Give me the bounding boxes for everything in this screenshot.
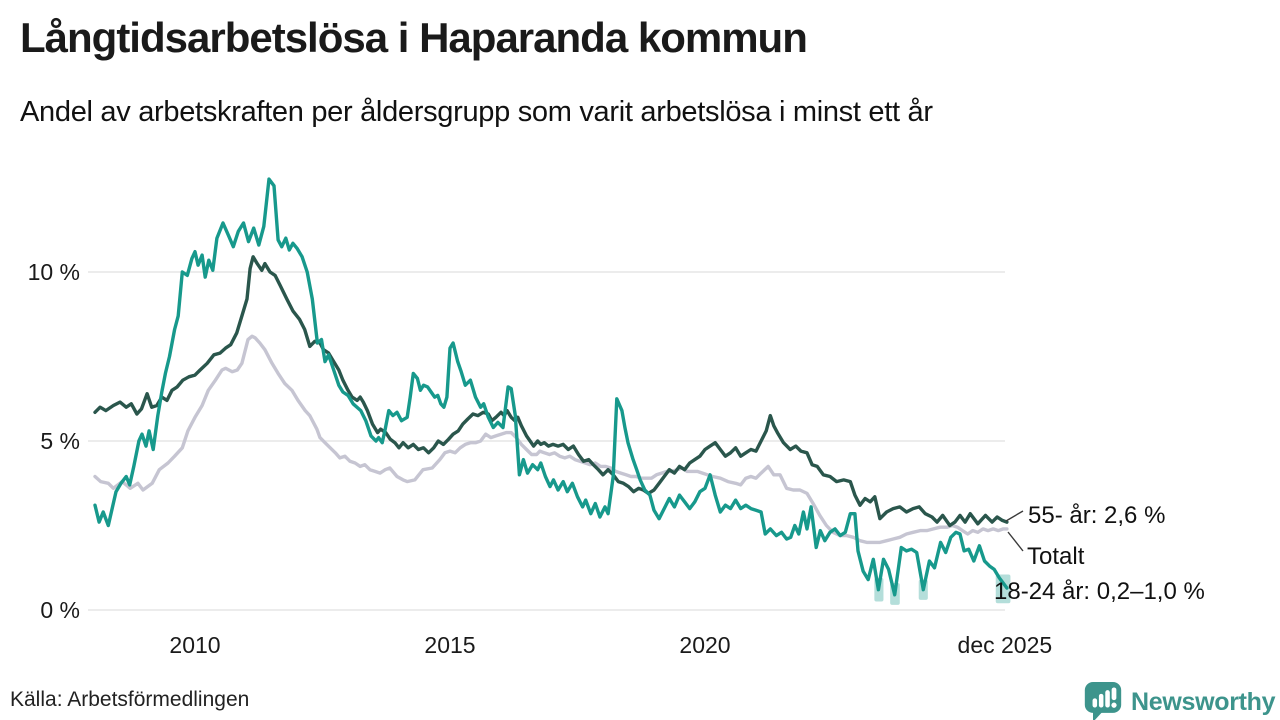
y-axis-tick-0: 0 % [40,597,80,623]
series-annotation-55-ar: 55- år: 2,6 % [1028,502,1166,529]
source-label: Källa: Arbetsförmedlingen [10,688,250,711]
series-line-55-ar [93,255,1009,528]
page-title: Långtidsarbetslösa i Haparanda kommun [20,14,808,61]
series-annotation-18-24-ar: 18-24 år: 0,2–1,0 % [994,578,1205,605]
annotation-leader-55-ar [1005,510,1024,522]
x-axis-tick-2015: 2015 [424,632,476,658]
chart-subtitle: Andel av arbetskraften per åldersgrupp s… [20,96,933,128]
series-line-totalt [93,334,1009,545]
y-axis-tick-10: 10 % [27,259,80,285]
annotation-leader-totalt [1007,531,1024,552]
y-axis-tick-5: 5 % [40,428,80,454]
series-annotation-totalt: Totalt [1027,543,1085,570]
newsworthy-logo: Newsworthy [1083,680,1276,720]
x-axis-tick-2010: 2010 [169,632,221,658]
newsworthy-speech-bubble-chart-icon [1084,682,1122,720]
uncertainty-band-18-24-ar-3 [995,574,1011,604]
x-axis-tick-dec-2025: dec 2025 [957,632,1053,658]
series-line-18-24-ar [93,177,1009,597]
newsworthy-wordmark: Newsworthy [1131,687,1276,716]
x-axis-tick-2020: 2020 [679,632,731,658]
